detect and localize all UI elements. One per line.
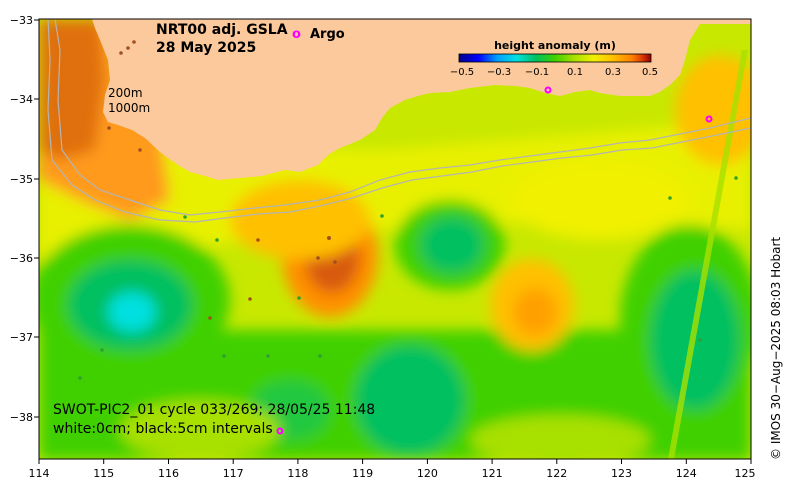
x-tick-114: 114 bbox=[29, 467, 50, 480]
x-axis: 114 115 116 117 118 119 120 121 122 123 … bbox=[29, 459, 756, 480]
x-tick-116: 116 bbox=[158, 467, 179, 480]
argo-floats bbox=[276, 86, 713, 435]
y-tick-38: −38 bbox=[10, 411, 33, 424]
x-tick-125: 125 bbox=[735, 467, 756, 480]
x-tick-124: 124 bbox=[676, 467, 697, 480]
argo-legend-icon: o bbox=[292, 27, 301, 42]
x-tick-118: 118 bbox=[287, 467, 308, 480]
isobath-label-200m: 200m bbox=[108, 86, 143, 100]
y-tick-37: −37 bbox=[10, 331, 33, 344]
colorbar-tick-4: 0.3 bbox=[605, 67, 621, 78]
y-tick-33: −33 bbox=[10, 14, 33, 27]
y-axis: −33 −34 −35 −36 −37 −38 bbox=[10, 14, 39, 424]
isobath-label-1000m: 1000m bbox=[108, 101, 150, 115]
colorbar-tick-0: −0.5 bbox=[450, 67, 474, 78]
colorbar-tick-2: −0.1 bbox=[525, 67, 549, 78]
x-tick-117: 117 bbox=[223, 467, 244, 480]
x-tick-122: 122 bbox=[546, 467, 567, 480]
x-tick-123: 123 bbox=[611, 467, 632, 480]
x-tick-120: 120 bbox=[417, 467, 438, 480]
colorbar-tick-1: −0.3 bbox=[487, 67, 511, 78]
colorbar-tick-5: 0.5 bbox=[642, 67, 658, 78]
isobath-1000m bbox=[47, 19, 751, 223]
x-tick-121: 121 bbox=[482, 467, 503, 480]
plot-border bbox=[38, 18, 752, 460]
map-title-line1: NRT00 adj. GSLA bbox=[156, 22, 288, 38]
colorbar: height anomaly (m) −0.5 −0.3 −0.1 0.1 0.… bbox=[450, 39, 658, 78]
swot-caption-line1: SWOT-PIC2_01 cycle 033/269; 28/05/25 11:… bbox=[53, 402, 375, 418]
float-dots bbox=[107, 40, 337, 320]
x-tick-119: 119 bbox=[352, 467, 373, 480]
float-dots-green bbox=[78, 176, 738, 380]
plot-area bbox=[39, 19, 751, 459]
swot-swath bbox=[668, 50, 748, 459]
isobath-200m bbox=[54, 19, 751, 216]
copyright-text: © IMOS 30−Aug−2025 08:03 Hobart bbox=[769, 237, 783, 460]
y-tick-35: −35 bbox=[10, 173, 33, 186]
map-title-line2: 28 May 2025 bbox=[156, 40, 256, 56]
x-tick-115: 115 bbox=[93, 467, 114, 480]
colorbar-title: height anomaly (m) bbox=[494, 39, 616, 52]
argo-legend-label: Argo bbox=[310, 27, 345, 42]
colorbar-tick-3: 0.1 bbox=[567, 67, 583, 78]
y-tick-34: −34 bbox=[10, 93, 33, 106]
sea-level-field bbox=[39, 19, 751, 459]
swot-caption-line2: white:0cm; black:5cm intervals bbox=[53, 421, 273, 437]
y-tick-36: −36 bbox=[10, 252, 33, 265]
colorbar-ramp bbox=[458, 53, 652, 63]
